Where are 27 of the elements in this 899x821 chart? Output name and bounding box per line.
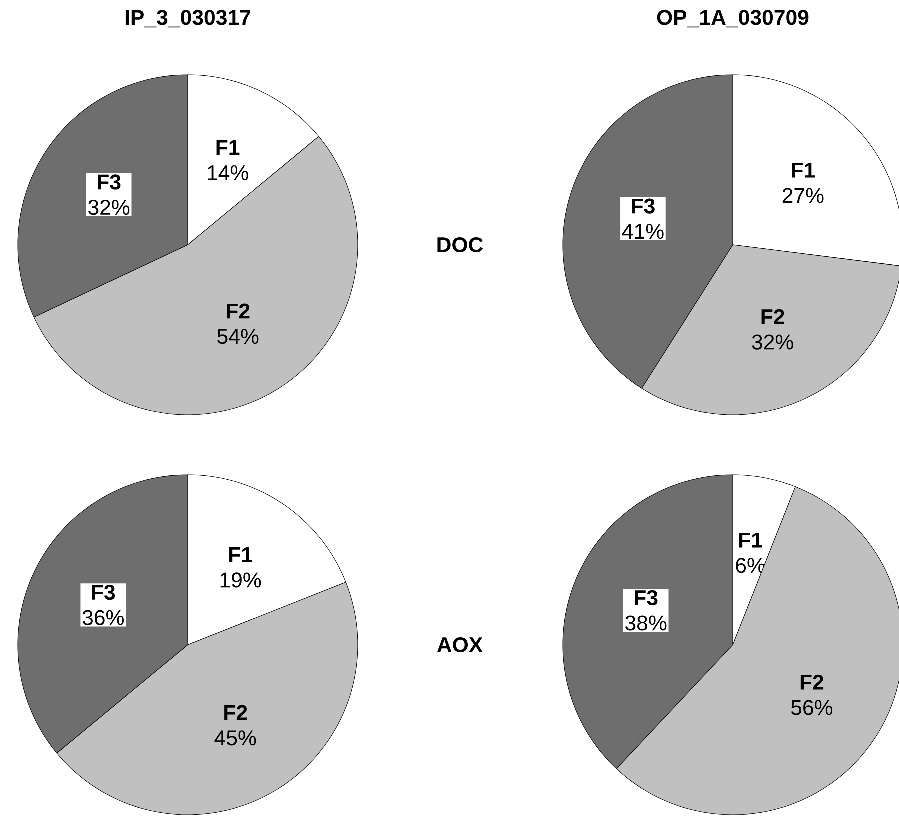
chart-title: OP_1A_030709 xyxy=(657,10,809,28)
data-label: 32% xyxy=(752,334,794,350)
data-label: 14% xyxy=(208,166,248,180)
data-label: 19% xyxy=(220,572,262,588)
data-label: 32% xyxy=(88,200,130,216)
slice-label: F2 xyxy=(224,705,248,720)
slice-label: F1 xyxy=(792,163,816,178)
text: AOX xyxy=(437,637,483,653)
slice-label: F2 xyxy=(800,674,824,690)
data-label: 56% xyxy=(791,700,833,716)
slice-label: F1 xyxy=(216,140,240,155)
data-label: 54% xyxy=(218,329,259,344)
slice-label: F1 xyxy=(230,548,252,562)
text: DOC xyxy=(438,237,484,253)
slice-label: F3 xyxy=(92,584,116,600)
slice-label: F2 xyxy=(227,304,250,319)
data-label: 36% xyxy=(82,610,124,626)
data-label: 38% xyxy=(626,616,667,631)
slice-label: F3 xyxy=(632,198,655,214)
slice-label: F3 xyxy=(635,590,658,606)
data-label: 41% xyxy=(622,224,664,240)
chart-title: IP_3_030317 xyxy=(126,10,250,28)
slice-label: F1 xyxy=(740,533,762,548)
data-label: 45% xyxy=(214,730,256,746)
slice-label: F2 xyxy=(762,309,784,324)
slice-label: F3 xyxy=(98,174,121,190)
data-label: 27% xyxy=(782,188,824,204)
